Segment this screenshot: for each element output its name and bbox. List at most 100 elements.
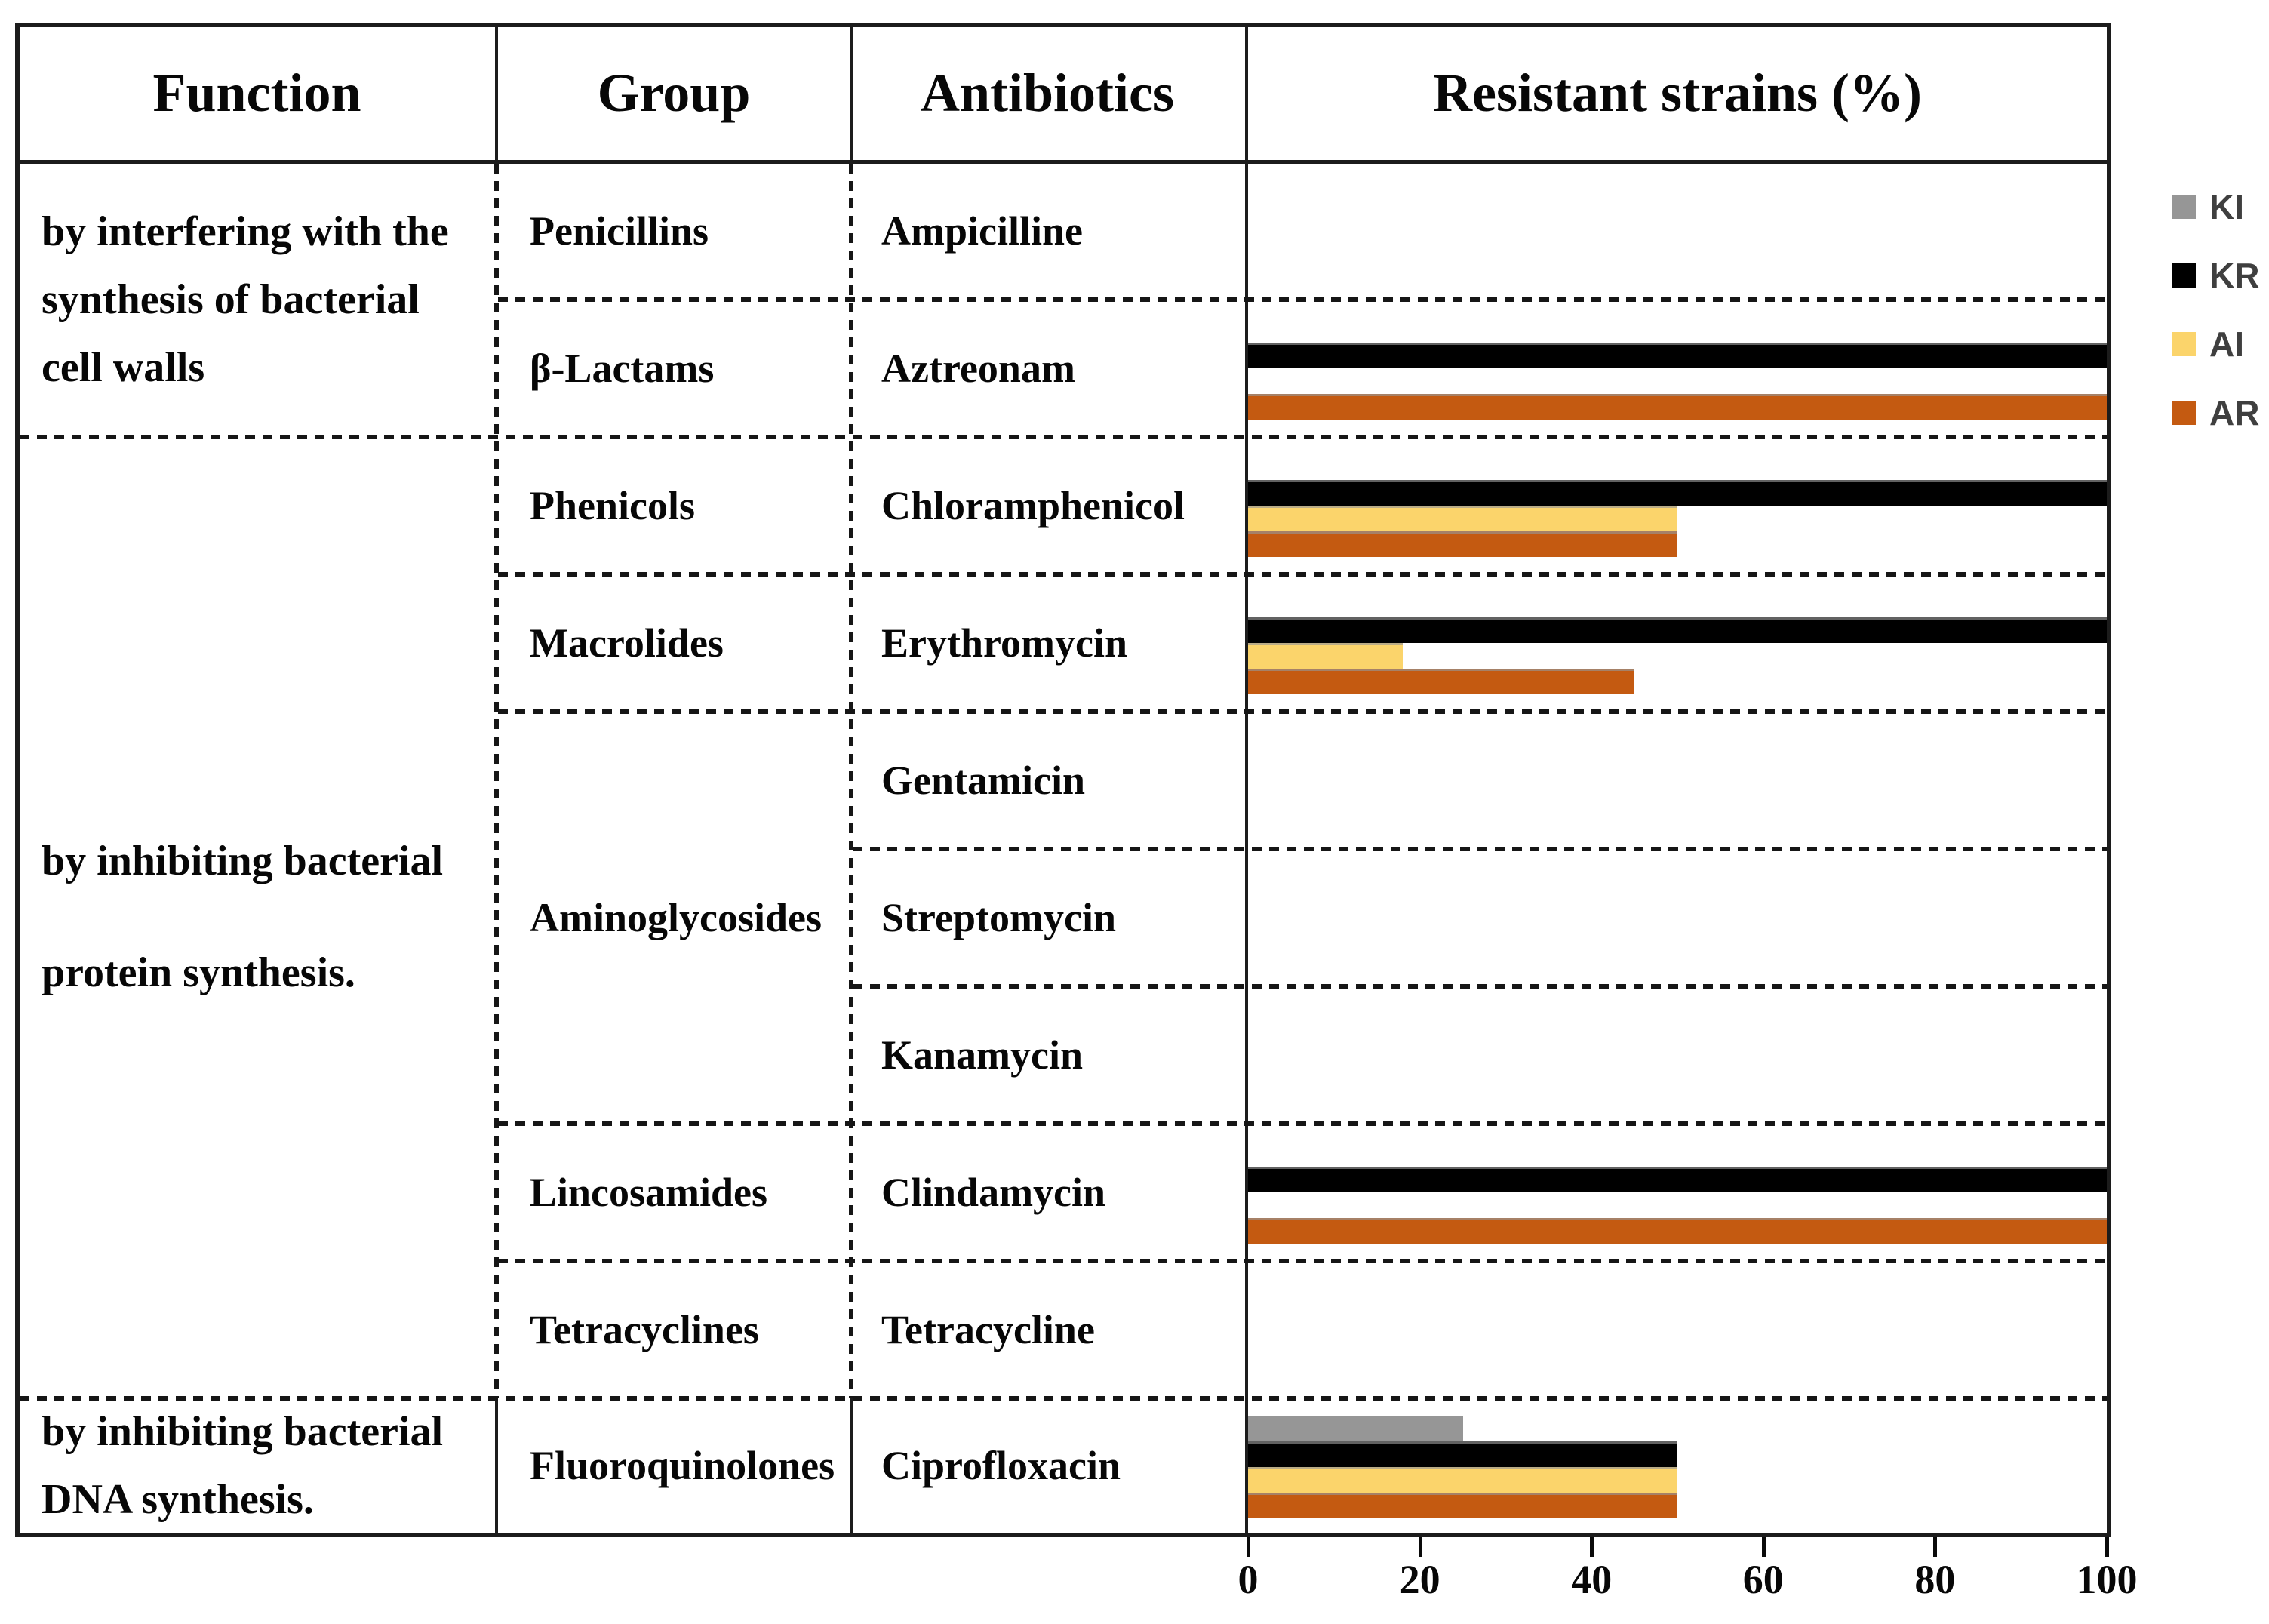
bar-erythromycin-ai (1248, 643, 1403, 669)
x-axis-tick (1590, 1537, 1594, 1557)
antibiotic-cell-kanamycin: Kanamycin (853, 986, 1271, 1124)
column-divider-dashed (849, 164, 853, 1398)
bar-chloramphenicol-ai (1248, 506, 1677, 531)
x-axis-tick-label: 40 (1571, 1557, 1613, 1602)
x-axis-tick (1933, 1537, 1938, 1557)
table-border-left (15, 23, 20, 1537)
header-function-label: Function (152, 63, 361, 123)
row-divider-dashed (498, 297, 2107, 302)
antibiotic-cell-gentamicin: Gentamicin (853, 712, 1271, 849)
antibiotic-cell-streptomycin: Streptomycin (853, 849, 1271, 986)
column-divider (850, 23, 853, 160)
row-divider-dashed (498, 709, 2107, 714)
legend-label-kr: KR (2209, 256, 2260, 295)
x-axis-tick-label: 80 (1914, 1557, 1956, 1602)
antibiotic-label: Kanamycin (881, 1032, 1084, 1078)
antibiotic-label: Gentamicin (881, 758, 1085, 803)
bar-chloramphenicol-kr (1248, 480, 2107, 506)
antibiotic-label: Tetracycline (881, 1307, 1095, 1352)
table-border-top (15, 23, 2111, 27)
x-axis-tick-label: 100 (2076, 1557, 2138, 1602)
function-line: synthesis of bacterial (42, 276, 420, 323)
row-divider-dashed (20, 435, 2107, 439)
function-line: by inhibiting bacterial (42, 1408, 444, 1455)
header-resistant-strains-label: Resistant strains (%) (1433, 63, 1922, 123)
bar-aztreonam-ar (1248, 394, 2107, 420)
header-separator (15, 160, 2111, 164)
antibiotic-cell-aztreonam: Aztreonam (853, 300, 1271, 437)
header-function: Function (19, 26, 495, 160)
row-divider-dashed (853, 984, 2107, 989)
x-axis-tick-label: 60 (1742, 1557, 1784, 1602)
group-cell-tetracyclines: Tetracyclines (498, 1261, 881, 1398)
header-resistant-strains: Resistant strains (%) (1248, 26, 2107, 160)
group-label: Tetracyclines (530, 1307, 759, 1352)
antibiotic-cell-clindamycin: Clindamycin (853, 1124, 1271, 1261)
antibiotic-label: Aztreonam (881, 346, 1075, 391)
legend-label-ai: AI (2209, 324, 2244, 364)
group-label: Aminoglycosides (530, 895, 822, 940)
group-label: Macrolides (530, 620, 724, 666)
antibiotic-label: Clindamycin (881, 1170, 1106, 1215)
antibiotic-cell-ampicilline: Ampicilline (853, 162, 1271, 300)
bar-erythromycin-kr (1248, 617, 2107, 643)
bar-ciprofloxacin-ki (1248, 1416, 1463, 1441)
group-cell-aminoglycosides: Aminoglycosides (498, 712, 881, 1124)
group-cell-macrolides: Macrolides (498, 574, 881, 712)
row-divider-dashed (20, 1396, 2107, 1401)
group-label: Lincosamides (530, 1170, 768, 1215)
bar-clindamycin-ar (1248, 1218, 2107, 1244)
legend-item-ar: AR (2172, 392, 2259, 433)
antibiotic-cell-erythromycin: Erythromycin (853, 574, 1271, 712)
bar-chloramphenicol-ar (1248, 531, 1677, 557)
antibiotic-cell-chloramphenicol: Chloramphenicol (853, 437, 1271, 574)
column-divider-dashed (494, 164, 499, 1398)
group-label: Phenicols (530, 483, 696, 528)
legend-label-ki: KI (2209, 187, 2244, 226)
x-axis-tick (1418, 1537, 1422, 1557)
bar-ciprofloxacin-ar (1248, 1493, 1677, 1518)
bar-chart-area: 0 20 40 60 80 100 (1238, 0, 2138, 1624)
column-divider (495, 1398, 498, 1533)
row-divider-dashed (498, 572, 2107, 577)
header-antibiotics: Antibiotics (853, 26, 1242, 160)
group-cell-lincosamides: Lincosamides (498, 1124, 881, 1261)
bar-ciprofloxacin-kr (1248, 1441, 1677, 1467)
table-border-right (2107, 23, 2111, 1537)
group-cell-penicillins: Penicillins (498, 162, 881, 300)
column-divider (850, 1398, 853, 1533)
legend-label-ar: AR (2209, 393, 2260, 432)
row-divider-dashed (498, 1121, 2107, 1126)
group-label: β-Lactams (530, 346, 715, 391)
x-axis-tick (1761, 1537, 1766, 1557)
bar-clindamycin-kr (1248, 1167, 2107, 1192)
function-line: by interfering with the (42, 208, 449, 255)
column-divider (495, 23, 498, 160)
function-line: DNA synthesis. (42, 1476, 314, 1523)
function-cell-dna-synthesis: by inhibiting bacterial DNA synthesis. (42, 1398, 494, 1533)
legend-swatch-kr (2172, 263, 2196, 288)
legend-item-ai: AI (2172, 324, 2244, 364)
antibiotic-label: Ampicilline (881, 208, 1083, 254)
x-axis-tick (2105, 1537, 2109, 1557)
antibiotic-label: Chloramphenicol (881, 483, 1185, 528)
x-axis-tick-label: 20 (1399, 1557, 1440, 1602)
legend-item-ki: KI (2172, 186, 2244, 227)
legend-swatch-ar (2172, 401, 2196, 425)
x-axis-tick (1247, 1537, 1250, 1557)
bar-ciprofloxacin-ai (1248, 1467, 1677, 1493)
function-line: protein synthesis. (42, 949, 355, 996)
group-cell-beta-lactams: β-Lactams (498, 300, 881, 437)
header-group: Group (498, 26, 850, 160)
antibiotic-cell-ciprofloxacin: Ciprofloxacin (853, 1398, 1271, 1533)
legend-swatch-ki (2172, 195, 2196, 219)
function-cell-protein-synthesis: by inhibiting bacterial protein synthesi… (42, 437, 494, 1397)
row-divider-dashed (853, 847, 2107, 851)
group-label: Penicillins (530, 208, 709, 254)
legend-swatch-ai (2172, 332, 2196, 356)
antibiotic-label: Streptomycin (881, 895, 1116, 940)
bar-aztreonam-kr (1248, 343, 2107, 368)
antibiotic-label: Ciprofloxacin (881, 1443, 1121, 1488)
function-line: cell walls (42, 344, 205, 391)
